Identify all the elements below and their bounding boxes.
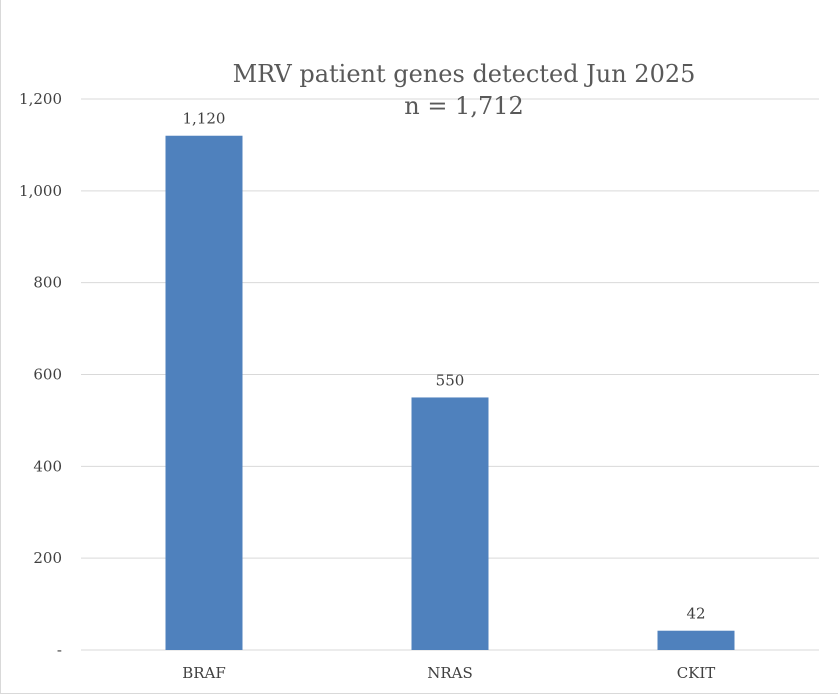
y-tick-label-6: 1,200 [19, 90, 62, 108]
y-tick-label-0: - [57, 641, 62, 659]
x-axis-category-labels: BRAF NRAS CKIT [182, 664, 715, 682]
y-tick-label-4: 800 [33, 274, 62, 292]
y-tick-label-1: 200 [33, 549, 62, 567]
chart-title: MRV patient genes detected Jun 2025 [233, 60, 696, 88]
bar-nras [411, 397, 489, 650]
data-label-nras: 550 [436, 371, 465, 389]
y-tick-label-3: 600 [33, 366, 62, 384]
y-tick-label-2: 400 [33, 457, 62, 475]
bar-ckit [657, 630, 735, 650]
category-label-ckit: CKIT [677, 664, 716, 682]
data-label-braf: 1,120 [183, 110, 226, 128]
chart-subtitle: n = 1,712 [404, 92, 524, 120]
bar-braf [165, 135, 243, 650]
bars [165, 135, 735, 650]
data-labels: 1,120 550 42 [183, 110, 706, 623]
y-tick-label-5: 1,000 [19, 182, 62, 200]
category-label-braf: BRAF [182, 664, 226, 682]
category-label-nras: NRAS [427, 664, 473, 682]
y-axis-tick-labels: - 200 400 600 800 1,000 1,200 [19, 90, 62, 659]
data-label-ckit: 42 [686, 605, 705, 623]
